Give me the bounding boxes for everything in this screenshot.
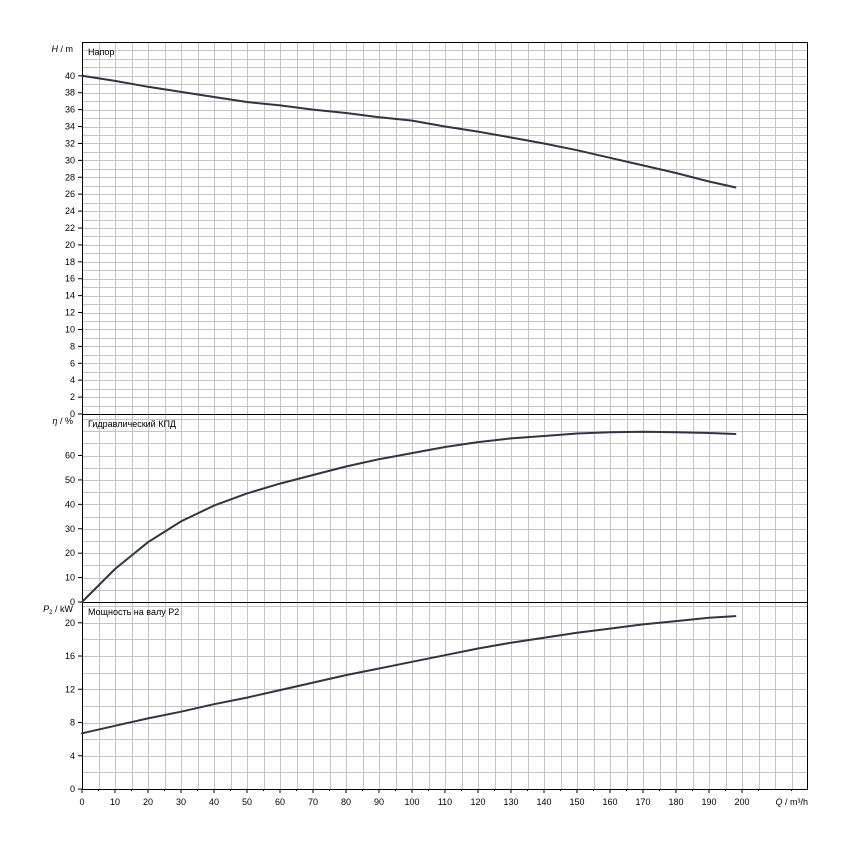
- y-tick-label: 30: [65, 155, 75, 165]
- x-tick-label: 50: [242, 797, 252, 807]
- x-tick-label: 20: [143, 797, 153, 807]
- x-tick-label: 80: [341, 797, 351, 807]
- label-layer: 0246810121416182022242628303234363840Нап…: [43, 44, 808, 807]
- x-tick-label: 40: [209, 797, 219, 807]
- y-tick-label: 8: [70, 341, 75, 351]
- y-tick-label: 34: [65, 122, 75, 132]
- y-axis-symbol: η: [52, 416, 57, 426]
- x-tick-label: 190: [701, 797, 716, 807]
- series-line-head: [81, 74, 737, 189]
- panel-title: Гидравлический КПД: [88, 419, 176, 429]
- y-tick-label: 0: [70, 784, 75, 794]
- y-tick-label: 40: [65, 71, 75, 81]
- y-tick-label: 20: [65, 548, 75, 558]
- y-tick-label: 2: [70, 392, 75, 402]
- x-tick-label: 120: [470, 797, 485, 807]
- x-tick-label: 70: [308, 797, 318, 807]
- y-tick-label: 50: [65, 475, 75, 485]
- y-axis-title: η / %: [52, 416, 73, 426]
- x-tick-label: 170: [635, 797, 650, 807]
- y-axis-symbol: H: [51, 44, 58, 54]
- grid-layer: [82, 42, 808, 789]
- x-tick-label: 150: [569, 797, 584, 807]
- series-line-efficiency: [81, 430, 737, 603]
- x-axis-symbol: Q: [775, 797, 782, 807]
- x-tick-label: 200: [734, 797, 749, 807]
- y-tick-label: 18: [65, 257, 75, 267]
- y-tick-label: 22: [65, 223, 75, 233]
- x-tick-label: 60: [275, 797, 285, 807]
- y-tick-label: 6: [70, 358, 75, 368]
- y-tick-label: 8: [70, 718, 75, 728]
- y-axis-title: P2 / kW: [43, 604, 73, 616]
- x-tick-label: 90: [374, 797, 384, 807]
- y-tick-label: 36: [65, 105, 75, 115]
- y-tick-label: 12: [65, 308, 75, 318]
- x-tick-label: 110: [438, 797, 452, 807]
- series-line-power: [81, 615, 737, 735]
- y-tick-label: 26: [65, 189, 75, 199]
- y-tick-label: 60: [65, 451, 75, 461]
- x-tick-label: 130: [503, 797, 518, 807]
- y-tick-label: 28: [65, 172, 75, 182]
- x-axis-unit: m³/h: [790, 797, 808, 807]
- y-axis-symbol: P: [43, 604, 49, 614]
- y-tick-label: 4: [70, 375, 75, 385]
- y-tick-label: 0: [70, 597, 75, 607]
- y-tick-label: 20: [65, 240, 75, 250]
- y-tick-label: 14: [65, 291, 75, 301]
- x-tick-label: 140: [536, 797, 551, 807]
- y-axis-unit: %: [65, 416, 73, 426]
- y-tick-label: 20: [65, 618, 75, 628]
- y-tick-label: 0: [70, 409, 75, 419]
- y-axis-title: H / m: [51, 44, 73, 54]
- y-tick-label: 16: [65, 651, 75, 661]
- x-tick-label: 10: [110, 797, 120, 807]
- y-axis-unit: kW: [60, 604, 74, 614]
- x-tick-label: 180: [668, 797, 683, 807]
- y-axis-subscript: 2: [49, 610, 53, 616]
- y-tick-label: 4: [70, 751, 75, 761]
- y-tick-label: 16: [65, 274, 75, 284]
- y-tick-label: 38: [65, 88, 75, 98]
- y-tick-label: 30: [65, 524, 75, 534]
- x-tick-label: 0: [79, 797, 84, 807]
- y-tick-label: 10: [65, 573, 75, 583]
- y-tick-label: 10: [65, 324, 75, 334]
- y-axis-unit: m: [66, 44, 74, 54]
- frame-layer: [78, 42, 808, 793]
- curve-layer: [81, 74, 737, 735]
- y-tick-label: 40: [65, 499, 75, 509]
- y-tick-label: 24: [65, 206, 75, 216]
- y-tick-label: 32: [65, 138, 75, 148]
- y-tick-label: 12: [65, 684, 75, 694]
- panel-title: Напор: [88, 47, 114, 57]
- x-tick-label: 100: [404, 797, 419, 807]
- x-tick-label: 30: [176, 797, 186, 807]
- x-tick-label: 160: [602, 797, 617, 807]
- x-axis-title: Q / m³/h: [775, 797, 808, 807]
- panel-title: Мощность на валу P2: [88, 607, 179, 617]
